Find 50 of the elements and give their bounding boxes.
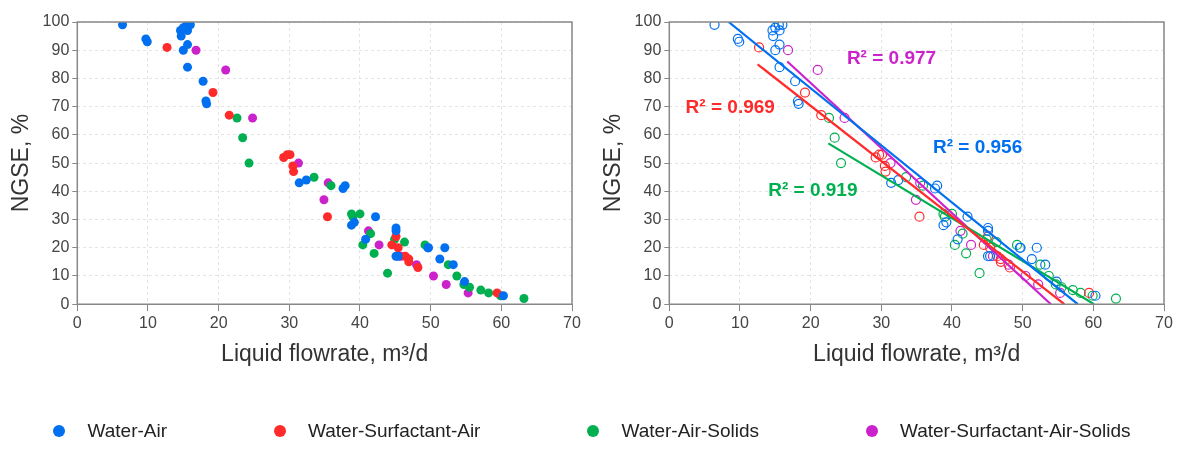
x-tick-label: 10 (139, 314, 157, 332)
legend-label: Water-Air (87, 420, 168, 442)
y-tick-label: 70 (51, 97, 70, 115)
y-tick-label: 30 (643, 209, 662, 227)
y-tick-label: 20 (643, 238, 662, 256)
x-tick-label: 20 (801, 314, 820, 332)
x-tick-label: 50 (421, 314, 440, 332)
x-tick-label: 40 (351, 314, 369, 332)
y-tick-label: 50 (51, 153, 70, 171)
y-tick-label: 40 (643, 181, 662, 199)
y-tick-label: 0 (60, 294, 70, 312)
legend-label: Water-Surfactant-Air (307, 420, 481, 442)
y-tick-label: 20 (51, 238, 70, 256)
annotation: R² = 0.956 (932, 135, 1023, 157)
y-tick-label: 80 (51, 68, 70, 86)
y-tick-label: 10 (643, 266, 662, 284)
y-axis-title: NGSE, % (7, 113, 34, 213)
annotation: R² = 0.969 (685, 96, 775, 118)
y-tick-label: 60 (51, 125, 70, 143)
y-tick-label: 90 (51, 40, 70, 58)
x-axis-title: Liquid flowrate, m³/d (221, 339, 429, 366)
y-tick-label: 40 (51, 181, 70, 199)
x-tick-label: 70 (1155, 314, 1173, 332)
x-tick-label: 0 (664, 314, 674, 332)
x-tick-label: 40 (943, 314, 961, 332)
legend-label: Water-Air-Solids (621, 420, 759, 442)
annotation: R² = 0.977 (846, 47, 937, 69)
y-tick-label: 100 (634, 12, 662, 30)
y-tick-label: 100 (42, 12, 70, 30)
x-tick-label: 10 (731, 314, 749, 332)
x-axis-title: Liquid flowrate, m³/d (813, 339, 1021, 366)
x-tick-label: 0 (72, 314, 82, 332)
y-tick-label: 50 (643, 153, 662, 171)
y-tick-label: 60 (643, 125, 662, 143)
y-axis-title: NGSE, % (599, 113, 626, 213)
x-tick-label: 50 (1013, 314, 1032, 332)
y-tick-label: 10 (51, 266, 70, 284)
x-tick-label: 30 (280, 314, 299, 332)
x-tick-label: 20 (209, 314, 228, 332)
annotation: R² = 0.919 (768, 178, 858, 200)
legend-label: Water-Surfactant-Air-Solids (899, 420, 1131, 442)
x-tick-label: 70 (563, 314, 581, 332)
y-tick-label: 30 (51, 209, 70, 227)
x-tick-label: 60 (492, 314, 511, 332)
y-tick-label: 0 (652, 294, 662, 312)
x-tick-label: 60 (1084, 314, 1103, 332)
y-tick-label: 80 (643, 68, 662, 86)
y-tick-label: 90 (643, 40, 662, 58)
y-tick-label: 70 (643, 97, 662, 115)
x-tick-label: 30 (872, 314, 891, 332)
